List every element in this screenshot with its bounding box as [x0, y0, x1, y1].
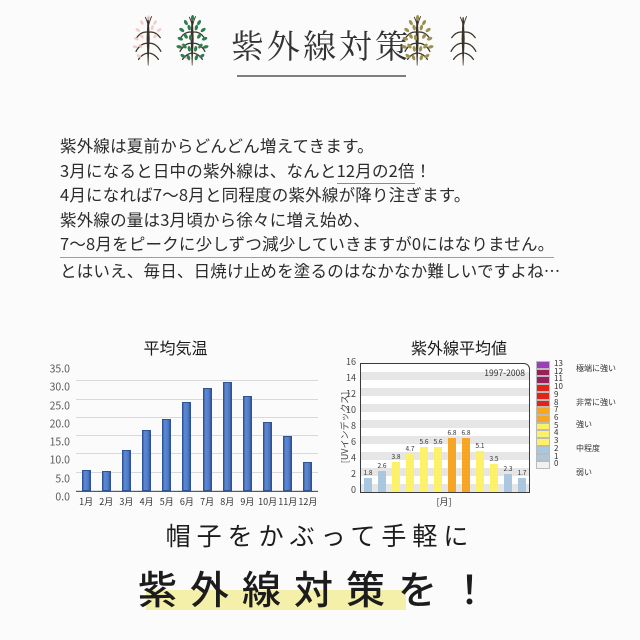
- svg-text:紫外線対策: 紫外線対策: [231, 21, 411, 68]
